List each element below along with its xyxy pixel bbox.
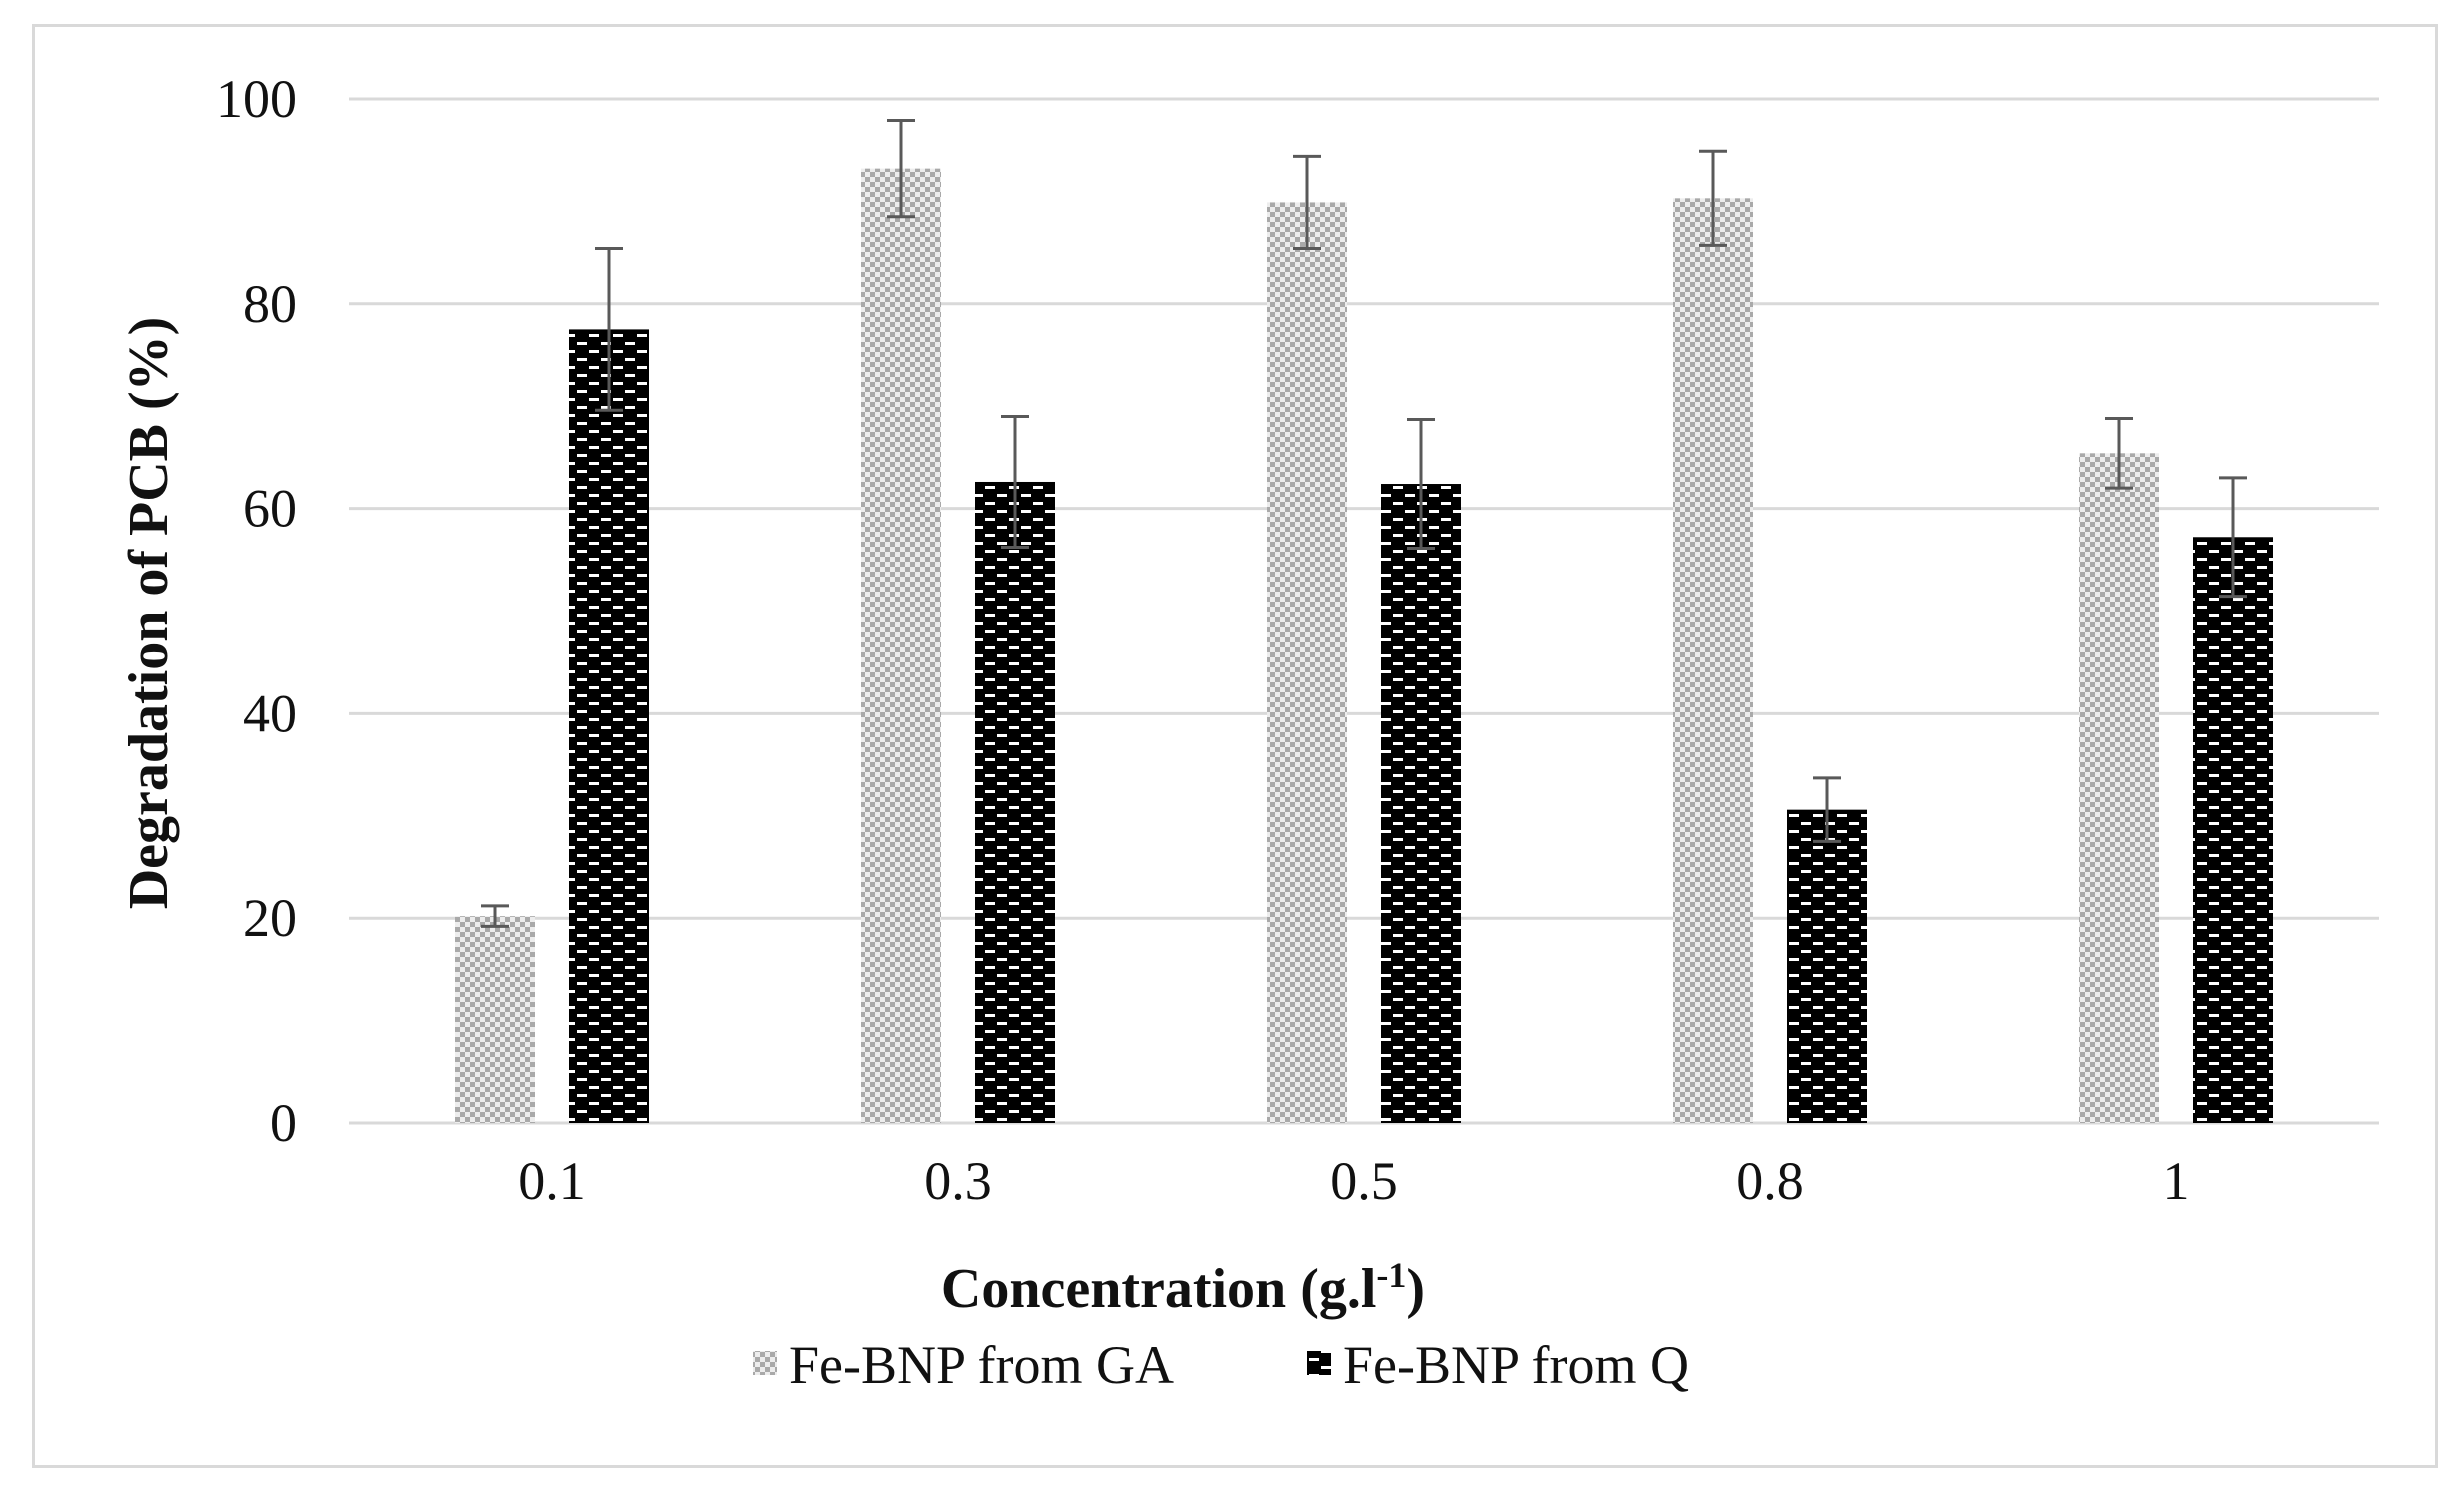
error-bar-q-0.1 [595, 247, 623, 412]
bar-q-0.3 [975, 481, 1055, 1123]
x-axis-title-superscript: -1 [1376, 1255, 1406, 1295]
x-tick-label: 0.3 [924, 1151, 992, 1211]
y-tick-label: 40 [243, 683, 297, 743]
error-bar-ga-0.3 [887, 119, 915, 219]
bar-ga-0.5 [1267, 202, 1347, 1123]
x-tick-label: 0.5 [1330, 1151, 1398, 1211]
legend: Fe-BNP from GA Fe-BNP from Q [753, 1335, 1689, 1395]
y-tick-labels: 0 20 40 60 80 100 [216, 69, 297, 1153]
y-tick-label: 20 [243, 888, 297, 948]
bar-q-0.1 [569, 329, 649, 1123]
bar-chart: 0 20 40 60 80 100 0.1 0.3 0.5 0.8 1 Degradation o… [118, 69, 2379, 1395]
legend-label-q: Fe-BNP from Q [1343, 1335, 1689, 1395]
error-bar-ga-0.1 [481, 904, 509, 928]
bar-ga-0.3 [861, 168, 941, 1123]
x-tick-label: 0.8 [1736, 1151, 1804, 1211]
legend-swatch-q [1307, 1351, 1331, 1375]
x-tick-labels: 0.1 0.3 0.5 0.8 1 [518, 1151, 2189, 1211]
y-tick-label: 100 [216, 69, 297, 129]
error-bar-ga-1 [2105, 416, 2133, 490]
x-axis-title: Concentration (g.l-1) [941, 1255, 1425, 1320]
bar-ga-1 [2079, 453, 2159, 1124]
bar-ga-0.8 [1673, 198, 1753, 1123]
x-axis-title-end: ) [1406, 1258, 1425, 1320]
error-bars [481, 119, 2247, 928]
bar-q-0.8 [1787, 809, 1867, 1123]
legend-swatch-ga [753, 1351, 777, 1375]
error-bar-q-0.5 [1407, 418, 1435, 551]
bar-ga-0.1 [455, 916, 535, 1123]
bar-q-0.5 [1381, 484, 1461, 1123]
legend-label-ga: Fe-BNP from GA [789, 1335, 1174, 1395]
y-tick-label: 0 [270, 1093, 297, 1153]
x-axis-title-main: Concentration (g.l [941, 1258, 1377, 1320]
error-bar-q-0.3 [1001, 414, 1029, 550]
bar-q-1 [2193, 537, 2273, 1123]
chart-frame: 0 20 40 60 80 100 0.1 0.3 0.5 0.8 1 Degradation o… [32, 24, 2438, 1468]
bars [455, 168, 2273, 1124]
y-tick-label: 80 [243, 274, 297, 334]
error-bar-q-0.8 [1813, 776, 1841, 843]
y-axis-title: Degradation of PCB (%) [118, 317, 180, 910]
x-tick-label: 1 [2163, 1151, 2190, 1211]
x-tick-label: 0.1 [518, 1151, 586, 1211]
y-tick-label: 60 [243, 479, 297, 539]
error-bar-q-1 [2219, 476, 2247, 599]
error-bar-ga-0.8 [1699, 149, 1727, 247]
error-bar-ga-0.5 [1293, 154, 1321, 251]
gridlines [349, 97, 2379, 1125]
